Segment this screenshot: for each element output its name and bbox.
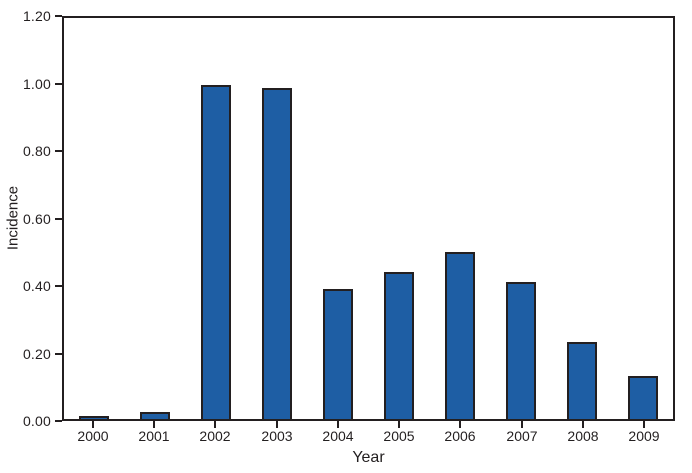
y-tick-mark bbox=[55, 218, 62, 220]
y-tick-mark bbox=[55, 150, 62, 152]
y-tick-mark bbox=[55, 15, 62, 17]
x-tick-label: 2004 bbox=[322, 428, 354, 444]
x-tick-label: 2001 bbox=[138, 428, 170, 444]
x-tick-label: 2007 bbox=[506, 428, 538, 444]
x-tick-label: 2005 bbox=[383, 428, 415, 444]
x-tick-label: 2008 bbox=[567, 428, 599, 444]
x-axis-title: Year bbox=[352, 449, 385, 466]
bar-2005 bbox=[384, 272, 414, 419]
bar-2004 bbox=[323, 289, 353, 419]
bar-2003 bbox=[262, 88, 292, 419]
x-tick-mark bbox=[521, 421, 523, 428]
x-tick-label: 2003 bbox=[261, 428, 293, 444]
bar-2009 bbox=[628, 376, 658, 419]
y-tick-label: 0.60 bbox=[22, 211, 51, 227]
y-tick-label: 0.00 bbox=[22, 413, 51, 429]
x-tick-label: 2009 bbox=[628, 428, 660, 444]
y-tick-label: 1.20 bbox=[22, 8, 51, 24]
x-tick-label: 2000 bbox=[77, 428, 109, 444]
x-tick-mark bbox=[459, 421, 461, 428]
bar-2006 bbox=[445, 252, 475, 419]
bar-2002 bbox=[201, 85, 231, 419]
plot-area bbox=[62, 16, 675, 421]
x-tick-mark bbox=[153, 421, 155, 428]
x-tick-mark bbox=[276, 421, 278, 428]
bar-2008 bbox=[567, 342, 597, 419]
y-tick-mark bbox=[55, 420, 62, 422]
x-tick-mark bbox=[337, 421, 339, 428]
x-tick-label: 2006 bbox=[444, 428, 476, 444]
x-tick-mark bbox=[582, 421, 584, 428]
y-tick-label: 0.20 bbox=[22, 346, 51, 362]
y-tick-mark bbox=[55, 353, 62, 355]
y-tick-mark bbox=[55, 285, 62, 287]
x-tick-mark bbox=[214, 421, 216, 428]
x-tick-label: 2002 bbox=[199, 428, 231, 444]
y-tick-label: 0.80 bbox=[22, 143, 51, 159]
bar-2001 bbox=[140, 412, 170, 419]
y-tick-label: 0.40 bbox=[22, 278, 51, 294]
y-tick-label: 1.00 bbox=[22, 76, 51, 92]
y-tick-mark bbox=[55, 83, 62, 85]
bar-2007 bbox=[506, 282, 536, 419]
x-tick-mark bbox=[398, 421, 400, 428]
x-tick-mark bbox=[92, 421, 94, 428]
bar-2000 bbox=[79, 416, 109, 419]
x-tick-mark bbox=[643, 421, 645, 428]
